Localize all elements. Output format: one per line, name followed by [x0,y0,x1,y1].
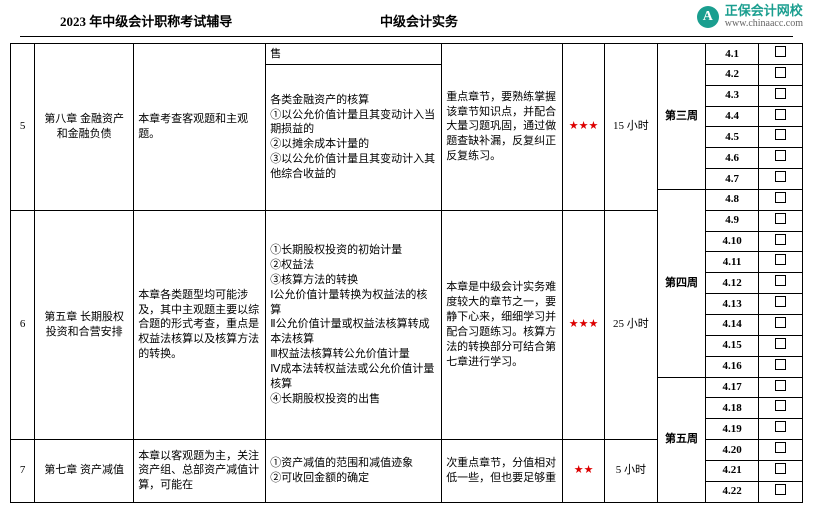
chapter-summary: 本章考查客观题和主观题。 [134,44,266,211]
date-cell: 4.3 [706,85,759,106]
chapter-title: 第七章 资产减值 [35,440,134,503]
date-cell: 4.12 [706,273,759,294]
chapter-summary: 本章各类题型均可能涉及，其中主观题主要以综合题的形式考查，重点是权益法核算以及核… [134,210,266,439]
week-label: 第五周 [657,377,705,502]
checkbox-cell[interactable] [758,460,802,481]
date-cell: 4.2 [706,64,759,85]
checkbox-cell[interactable] [758,377,802,398]
date-cell: 4.14 [706,314,759,335]
date-cell: 4.20 [706,440,759,461]
checkbox-cell[interactable] [758,398,802,419]
row-number: 6 [11,210,35,439]
date-cell: 4.19 [706,419,759,440]
table-row: 5 第八章 金融资产和金融负债 本章考查客观题和主观题。 售 重点章节，要熟练掌… [11,44,803,65]
date-cell: 4.1 [706,44,759,65]
checkbox-cell[interactable] [758,252,802,273]
checkbox-cell[interactable] [758,314,802,335]
date-cell: 4.10 [706,231,759,252]
stars: ★★ [563,440,605,503]
brand-logo-icon: A [697,6,719,28]
hours: 5 小时 [604,440,657,503]
checkbox-cell[interactable] [758,294,802,315]
key-points: ①长期股权投资的初始计量 ②权益法 ③核算方法的转换 Ⅰ公允价值计量转换为权益法… [266,210,442,439]
brand-block: A 正保会计网校 www.chinaacc.com [697,4,803,29]
row-number: 7 [11,440,35,503]
checkbox-cell[interactable] [758,419,802,440]
date-cell: 4.13 [706,294,759,315]
study-plan-table: 5 第八章 金融资产和金融负债 本章考查客观题和主观题。 售 重点章节，要熟练掌… [10,43,803,503]
date-cell: 4.7 [706,169,759,190]
checkbox-cell[interactable] [758,210,802,231]
chapter-summary: 本章以客观题为主，关注资产组、总部资产减值计算，可能在 [134,440,266,503]
study-advice: 本章是中级会计实务难度较大的章节之一，要静下心来，细细学习并配合习题练习。核算方… [442,210,563,439]
hours: 25 小时 [604,210,657,439]
checkbox-cell[interactable] [758,189,802,210]
checkbox-cell[interactable] [758,231,802,252]
date-cell: 4.9 [706,210,759,231]
brand-name: 正保会计网校 [725,4,803,18]
header-center-title: 中级会计实务 [380,11,458,30]
row-number: 5 [11,44,35,211]
date-cell: 4.18 [706,398,759,419]
page-header: 2023 年中级会计职称考试辅导 中级会计实务 A 正保会计网校 www.chi… [0,0,813,36]
chapter-title: 第五章 长期股权投资和合营安排 [35,210,134,439]
date-cell: 4.17 [706,377,759,398]
date-cell: 4.15 [706,335,759,356]
checkbox-cell[interactable] [758,44,802,65]
chapter-title: 第八章 金融资产和金融负债 [35,44,134,211]
brand-url: www.chinaacc.com [725,18,803,29]
checkbox-cell[interactable] [758,356,802,377]
date-cell: 4.11 [706,252,759,273]
checkbox-cell[interactable] [758,64,802,85]
header-left-title: 2023 年中级会计职称考试辅导 [60,11,232,30]
hours: 15 小时 [604,44,657,211]
checkbox-cell[interactable] [758,127,802,148]
key-points: ①资产减值的范围和减值迹象 ②可收回金额的确定 [266,440,442,503]
header-divider [20,36,793,37]
date-cell: 4.8 [706,189,759,210]
date-cell: 4.4 [706,106,759,127]
checkbox-cell[interactable] [758,148,802,169]
date-cell: 4.22 [706,481,759,502]
date-cell: 4.16 [706,356,759,377]
date-cell: 4.6 [706,148,759,169]
stars: ★★★ [563,44,605,211]
stars: ★★★ [563,210,605,439]
checkbox-cell[interactable] [758,335,802,356]
checkbox-cell[interactable] [758,85,802,106]
clipped-cell: 售 [266,44,442,65]
week-label: 第四周 [657,189,705,377]
date-cell: 4.21 [706,460,759,481]
week-label: 第三周 [657,44,705,190]
checkbox-cell[interactable] [758,169,802,190]
checkbox-cell[interactable] [758,481,802,502]
checkbox-cell[interactable] [758,273,802,294]
study-advice: 次重点章节，分值相对低一些，但也要足够重 [442,440,563,503]
checkbox-cell[interactable] [758,440,802,461]
key-points: 各类金融资产的核算 ①以公允价值计量且其变动计入当期损益的 ②以摊余成本计量的 … [266,64,442,210]
study-advice: 重点章节，要熟练掌握该章节知识点，并配合大量习题巩固，通过做题查缺补漏，反复纠正… [442,44,563,211]
checkbox-cell[interactable] [758,106,802,127]
date-cell: 4.5 [706,127,759,148]
